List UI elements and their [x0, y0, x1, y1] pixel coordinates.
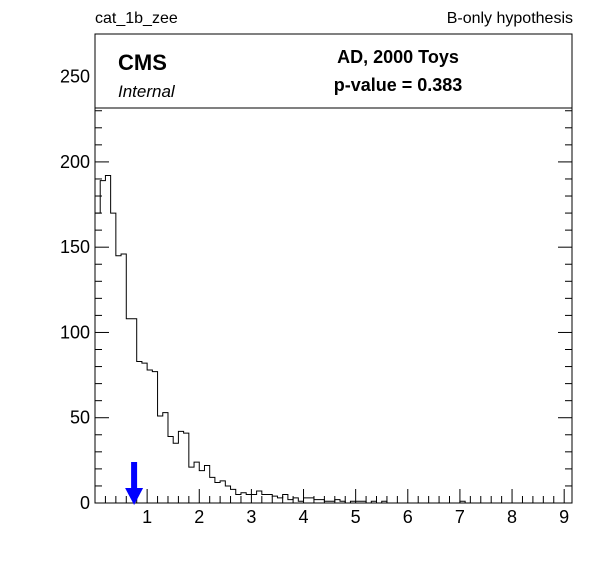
y-tick-label: 200: [60, 152, 90, 172]
observed-value-arrow: [125, 462, 144, 505]
x-tick-label: 7: [455, 507, 465, 527]
y-tick-label: 250: [60, 67, 90, 87]
pvalue-label: p-value = 0.383: [334, 75, 463, 95]
info-box: [94, 33, 573, 109]
x-tick-label: 3: [246, 507, 256, 527]
y-tick-label: 150: [60, 237, 90, 257]
x-tick-label: 2: [194, 507, 204, 527]
y-tick-label: 0: [80, 493, 90, 513]
histogram-series: [94, 175, 565, 504]
category-label: cat_1b_zee: [95, 10, 178, 27]
x-tick-label: 5: [351, 507, 361, 527]
status-label: Internal: [118, 82, 176, 101]
histogram-line: [94, 175, 565, 504]
x-tick-label: 9: [559, 507, 569, 527]
experiment-label: CMS: [118, 50, 167, 75]
x-tick-label: 8: [507, 507, 517, 527]
y-tick-label: 100: [60, 322, 90, 342]
hypothesis-label: B-only hypothesis: [446, 10, 573, 27]
x-tick-label: 6: [403, 507, 413, 527]
x-tick-label: 4: [299, 507, 309, 527]
observed-arrow-head: [125, 488, 144, 505]
observed-arrow-shaft: [131, 462, 138, 490]
y-axis: 0 50 100 150 200 250: [60, 42, 572, 513]
y-tick-label: 50: [70, 408, 90, 428]
x-tick-label: 1: [142, 507, 152, 527]
test-info-label: AD, 2000 Toys: [337, 47, 459, 67]
